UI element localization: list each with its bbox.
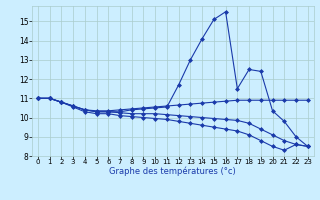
X-axis label: Graphe des températures (°c): Graphe des températures (°c) bbox=[109, 167, 236, 176]
